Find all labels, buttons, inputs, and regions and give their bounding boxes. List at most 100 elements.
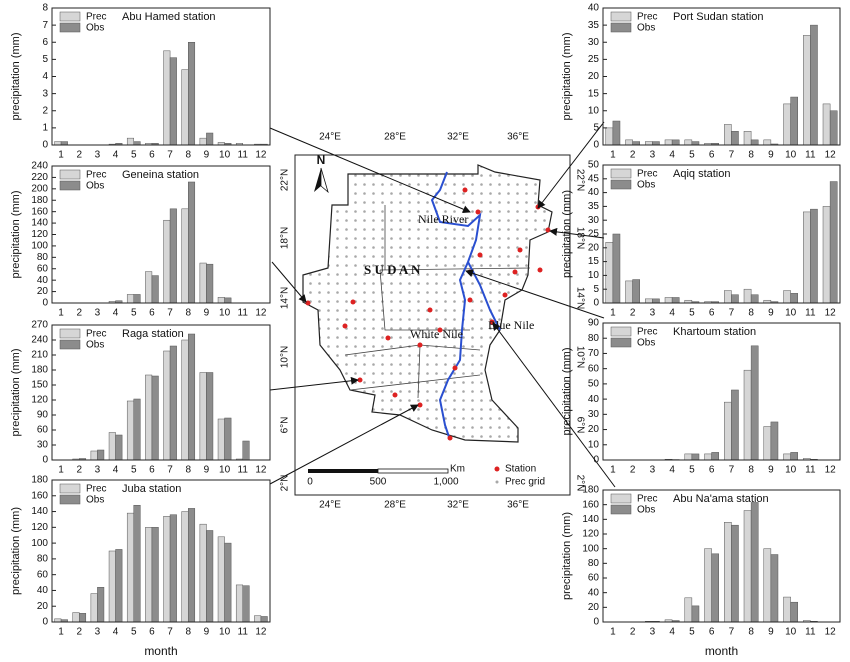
y-tick-label: 100	[582, 543, 599, 554]
y-tick-label: 90	[588, 318, 600, 329]
legend-label: Obs	[637, 338, 655, 349]
x-tick-label: 8	[748, 150, 754, 161]
x-tick-label: 4	[113, 627, 119, 638]
bar	[206, 263, 214, 304]
bar	[750, 345, 759, 461]
bar	[163, 516, 171, 623]
lon-label: 32°E	[447, 132, 469, 143]
legend-swatch	[59, 494, 81, 505]
bar	[181, 511, 189, 623]
bar	[822, 206, 831, 304]
legend-swatch	[610, 11, 632, 22]
x-tick-label: 6	[709, 150, 715, 161]
x-axis-label: month	[144, 644, 177, 658]
y-tick-label: 40	[588, 394, 600, 405]
x-tick-label: 3	[95, 308, 101, 319]
y-tick-label: 60	[37, 263, 49, 274]
x-tick-label: 12	[255, 627, 267, 638]
x-tick-label: 12	[255, 465, 267, 476]
bar	[224, 417, 232, 461]
y-tick-label: 30	[588, 409, 600, 420]
y-tick-label: 120	[31, 522, 48, 533]
legend-swatch	[610, 504, 632, 515]
lon-label: 28°E	[384, 132, 406, 143]
y-tick-label: 40	[588, 187, 600, 198]
bar	[612, 233, 621, 304]
bar	[632, 279, 640, 304]
y-tick-label: 100	[31, 538, 48, 549]
x-tick-label: 9	[204, 627, 210, 638]
lat-label: 14°N	[574, 287, 585, 309]
plot-frame	[51, 324, 271, 461]
x-tick-label: 12	[825, 308, 837, 319]
x-tick-label: 1	[610, 627, 616, 638]
x-tick-label: 5	[689, 308, 695, 319]
y-tick-label: 70	[588, 348, 600, 359]
lon-label: 28°E	[384, 500, 406, 511]
bar	[206, 132, 214, 146]
x-tick-label: 5	[689, 465, 695, 476]
bar	[783, 290, 791, 304]
y-tick-label: 0	[593, 617, 599, 628]
x-tick-label: 2	[630, 627, 636, 638]
x-tick-label: 11	[805, 308, 816, 319]
x-tick-label: 5	[131, 308, 137, 319]
legend-label: Prec	[86, 170, 107, 181]
x-tick-label: 6	[709, 627, 715, 638]
y-tick-label: 7	[42, 20, 48, 31]
lat-label: 2°N	[280, 475, 291, 492]
bar	[691, 453, 700, 461]
legend-label: Prec	[637, 494, 658, 505]
x-tick-label: 12	[825, 465, 837, 476]
x-tick-label: 3	[95, 150, 101, 161]
x-tick-label: 6	[149, 627, 155, 638]
y-tick-label: 180	[31, 475, 48, 486]
bar	[224, 542, 232, 623]
x-tick-label: 11	[238, 627, 249, 638]
x-tick-label: 10	[219, 308, 231, 319]
x-tick-label: 1	[610, 465, 616, 476]
x-tick-label: 2	[76, 465, 82, 476]
y-tick-label: 90	[37, 410, 49, 421]
country-label: S U D A N	[364, 262, 421, 277]
x-tick-label: 2	[630, 308, 636, 319]
legend-swatch	[610, 22, 632, 33]
bar	[743, 288, 752, 304]
y-tick-label: 100	[31, 241, 48, 252]
x-tick-label: 8	[185, 465, 191, 476]
chart-title: Juba station	[122, 483, 181, 495]
bar	[242, 440, 250, 461]
y-tick-label: 40	[588, 587, 600, 598]
bar	[822, 103, 831, 146]
x-tick-label: 9	[204, 308, 210, 319]
legend-swatch	[59, 169, 81, 180]
y-tick-label: 160	[31, 206, 48, 217]
y-tick-label: 160	[582, 499, 599, 510]
bar	[625, 280, 633, 304]
y-tick-label: 200	[31, 183, 48, 194]
legend-label: Obs	[637, 505, 655, 516]
bar	[711, 452, 719, 461]
bar	[199, 372, 207, 461]
y-tick-label: 180	[31, 365, 48, 376]
bar	[115, 549, 123, 623]
bar	[750, 502, 759, 623]
bar	[763, 139, 772, 146]
north-label: N	[317, 153, 326, 167]
legend-swatch	[610, 337, 632, 348]
bar	[199, 523, 207, 623]
y-tick-label: 20	[588, 424, 600, 435]
lon-label: 36°E	[507, 500, 529, 511]
plot-frame	[602, 322, 841, 461]
bar	[169, 57, 177, 146]
white-nile-label: White Nile	[410, 327, 463, 341]
bar	[151, 527, 159, 623]
lon-label: 36°E	[507, 132, 529, 143]
y-tick-label: 50	[588, 160, 600, 171]
x-tick-label: 1	[610, 150, 616, 161]
bar	[664, 297, 673, 304]
y-tick-label: 20	[588, 71, 600, 82]
x-tick-label: 1	[58, 308, 64, 319]
legend-label: Obs	[86, 340, 104, 351]
lat-label: 6°N	[280, 417, 291, 434]
